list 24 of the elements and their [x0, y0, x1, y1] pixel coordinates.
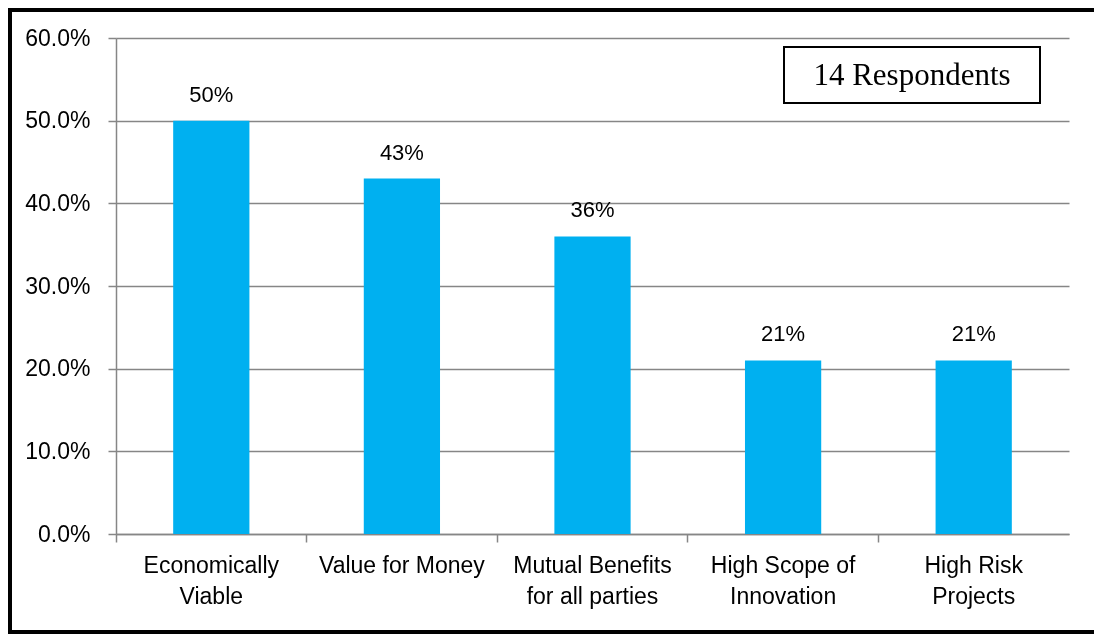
y-tick-label: 0.0%	[38, 520, 91, 547]
x-tick-label: Value for Money	[319, 551, 486, 578]
y-tick-label: 60.0%	[25, 24, 91, 51]
annotation: 14 Respondents	[813, 57, 1011, 93]
y-tick-label: 10.0%	[25, 437, 91, 464]
y-tick-label: 20.0%	[25, 355, 91, 382]
y-tick-label: 50.0%	[25, 107, 91, 134]
data-label: 36%	[570, 197, 615, 223]
x-tick-label: High Risk Projects	[924, 551, 1024, 609]
x-tick-label: High Scope of Innovation	[710, 551, 856, 609]
bar	[173, 120, 250, 534]
bar	[744, 360, 822, 534]
bar	[935, 360, 1012, 534]
bar	[363, 178, 441, 534]
data-label: 21%	[761, 321, 806, 347]
data-label: 21%	[951, 321, 996, 347]
y-tick-label: 40.0%	[25, 189, 91, 216]
data-label: 50%	[189, 81, 234, 107]
bar	[554, 236, 631, 534]
x-tick-label: Mutual Benefits for all parties	[513, 551, 672, 609]
x-tick-label: Economically Viable	[143, 551, 280, 609]
y-tick-label: 30.0%	[25, 272, 91, 299]
data-label: 43%	[379, 139, 424, 165]
note-frame: 14 Respondents	[783, 46, 1041, 104]
